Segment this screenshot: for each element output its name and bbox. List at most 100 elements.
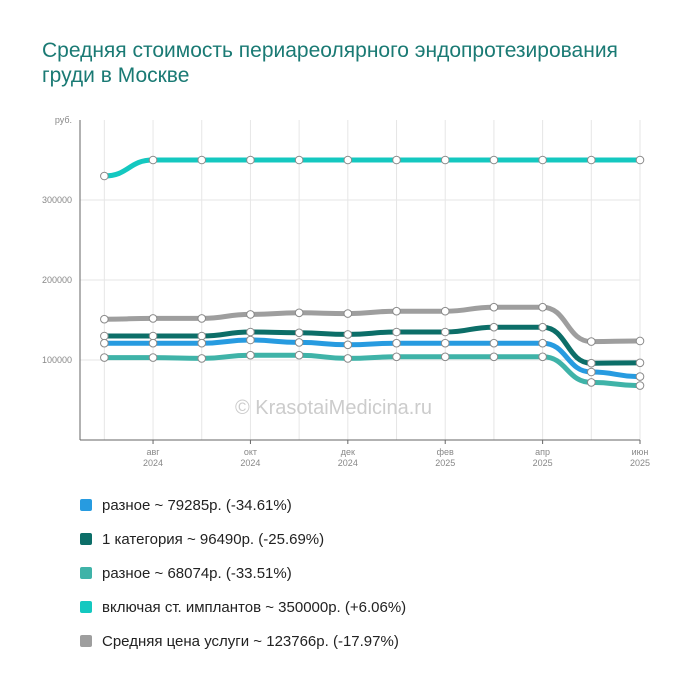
data-point	[100, 331, 109, 341]
legend-swatch	[80, 635, 92, 647]
data-point	[440, 338, 450, 348]
x-tick-label-month: дек	[341, 447, 355, 457]
x-tick-label-month: окт	[244, 447, 257, 457]
data-point	[100, 171, 109, 181]
data-point	[635, 381, 645, 390]
data-point	[635, 358, 645, 368]
legend-item[interactable]: включая ст. имплантов ~ 350000р. (+6.06%…	[80, 590, 406, 624]
data-point	[538, 338, 547, 348]
legend-label: Средняя цена услуги ~ 123766р. (-17.97%)	[102, 632, 399, 650]
data-point	[148, 353, 158, 362]
line-chart: 100000200000300000руб.авг2024окт2024дек2…	[42, 115, 650, 468]
data-point	[587, 378, 596, 387]
data-point	[538, 302, 547, 312]
data-point	[440, 327, 450, 337]
y-tick-label: 200000	[42, 275, 72, 285]
data-point	[100, 353, 109, 362]
data-point	[246, 335, 255, 345]
x-tick-label-month: авг	[147, 447, 161, 457]
legend-label: включая ст. имплантов ~ 350000р. (+6.06%…	[102, 598, 407, 616]
data-point	[343, 330, 353, 339]
data-point	[538, 352, 547, 362]
data-point	[148, 155, 158, 165]
data-point	[148, 338, 158, 348]
legend-item[interactable]: разное ~ 79285р. (-34.61%)	[80, 488, 406, 522]
y-tick-label: 100000	[42, 355, 72, 365]
x-tick-label-month: июн	[632, 447, 649, 457]
x-tick-label-year: 2025	[435, 458, 455, 468]
x-tick-label-year: 2025	[533, 458, 553, 468]
data-point	[294, 328, 304, 338]
data-point	[440, 352, 450, 362]
chart-legend: разное ~ 79285р. (-34.61%) 1 категория ~…	[80, 488, 406, 658]
y-tick-label: 300000	[42, 195, 72, 205]
x-tick-label-month: апр	[535, 447, 550, 457]
data-point	[538, 322, 547, 332]
data-point	[392, 306, 401, 316]
series-group	[100, 322, 645, 368]
data-point	[100, 314, 109, 324]
series-group	[100, 155, 645, 181]
data-point	[100, 338, 109, 348]
legend-swatch	[80, 533, 92, 545]
legend-label: 1 категория ~ 96490р. (-25.69%)	[102, 530, 325, 548]
data-point	[635, 155, 645, 165]
data-point	[489, 155, 499, 165]
legend-swatch	[80, 567, 92, 579]
data-point	[489, 322, 499, 332]
x-tick-label-year: 2024	[240, 458, 260, 468]
data-point	[343, 354, 353, 363]
chart-title: Средняя стоимость периареолярного эндопр…	[42, 39, 618, 87]
x-tick-label-year: 2024	[338, 458, 358, 468]
data-point	[294, 350, 304, 360]
x-tick-label-year: 2024	[143, 458, 163, 468]
data-point	[635, 372, 645, 381]
series-group	[100, 335, 645, 381]
x-tick-label-year: 2025	[630, 458, 650, 468]
data-point	[246, 155, 255, 165]
data-point	[148, 314, 158, 323]
data-point	[489, 338, 499, 348]
x-tick-label-month: фев	[437, 447, 454, 457]
data-point	[587, 358, 596, 368]
legend-label: разное ~ 79285р. (-34.61%)	[102, 496, 292, 514]
series-group	[100, 350, 645, 390]
y-axis-unit-label: руб.	[55, 115, 72, 125]
data-point	[148, 331, 158, 341]
data-point	[197, 338, 207, 348]
series-line	[101, 352, 643, 389]
data-point	[294, 338, 304, 347]
legend-item[interactable]: разное ~ 68074р. (-33.51%)	[80, 556, 406, 590]
data-point	[343, 340, 353, 350]
data-point	[587, 337, 596, 346]
data-point	[294, 308, 304, 318]
data-point	[489, 352, 499, 362]
data-point	[392, 338, 401, 348]
legend-label: разное ~ 68074р. (-33.51%)	[102, 564, 292, 582]
data-point	[246, 327, 255, 337]
legend-swatch	[80, 601, 92, 613]
data-point	[587, 155, 596, 165]
data-point	[197, 354, 207, 363]
data-point	[343, 155, 353, 165]
data-point	[489, 302, 499, 312]
data-point	[392, 352, 401, 362]
data-point	[392, 155, 401, 165]
data-point	[440, 155, 450, 165]
data-point	[587, 367, 596, 377]
watermark: © KrasotaiMedicina.ru	[235, 397, 433, 419]
data-point	[635, 336, 645, 346]
legend-item[interactable]: 1 категория ~ 96490р. (-25.69%)	[80, 522, 406, 556]
data-point	[246, 310, 255, 319]
data-point	[197, 314, 207, 323]
data-point	[197, 155, 207, 165]
data-point	[392, 327, 401, 337]
legend-swatch	[80, 499, 92, 511]
series-line	[101, 157, 643, 179]
data-point	[538, 155, 547, 165]
data-point	[246, 350, 255, 360]
data-point	[197, 331, 207, 341]
legend-item[interactable]: Средняя цена услуги ~ 123766р. (-17.97%)	[80, 624, 406, 658]
series-group	[100, 302, 645, 346]
data-point	[294, 155, 304, 165]
